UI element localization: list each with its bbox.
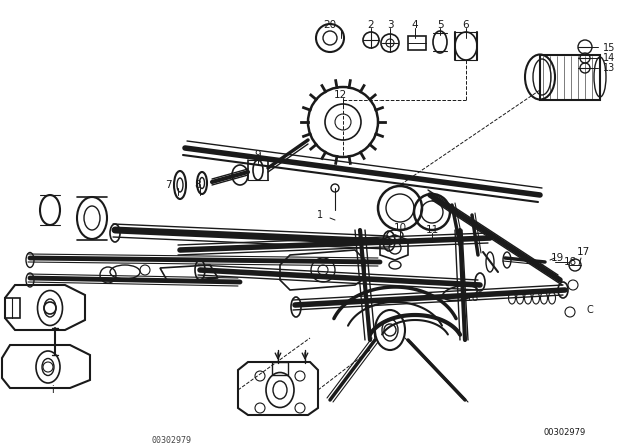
- Text: i: i: [52, 385, 54, 395]
- Text: 5: 5: [436, 20, 444, 30]
- Text: 10: 10: [394, 223, 406, 233]
- Text: 19: 19: [550, 253, 564, 263]
- Text: 1: 1: [317, 210, 323, 220]
- Text: 3: 3: [387, 20, 394, 30]
- Text: 17: 17: [577, 247, 589, 257]
- Text: 2: 2: [368, 20, 374, 30]
- Text: 11: 11: [426, 225, 438, 235]
- Text: 18: 18: [563, 257, 577, 267]
- Text: 8: 8: [195, 180, 202, 190]
- Text: 12: 12: [333, 90, 347, 100]
- Text: 9: 9: [255, 150, 261, 160]
- Text: 16: 16: [465, 293, 479, 303]
- Text: 4: 4: [412, 20, 419, 30]
- Text: 00302979: 00302979: [152, 435, 192, 444]
- Text: 13: 13: [603, 63, 615, 73]
- Text: 00302979: 00302979: [544, 427, 586, 436]
- Text: 15: 15: [603, 43, 616, 53]
- Text: 6: 6: [463, 20, 469, 30]
- Text: 7: 7: [164, 180, 172, 190]
- Text: C: C: [587, 305, 593, 315]
- Text: 14: 14: [603, 53, 615, 63]
- Text: 20: 20: [323, 20, 337, 30]
